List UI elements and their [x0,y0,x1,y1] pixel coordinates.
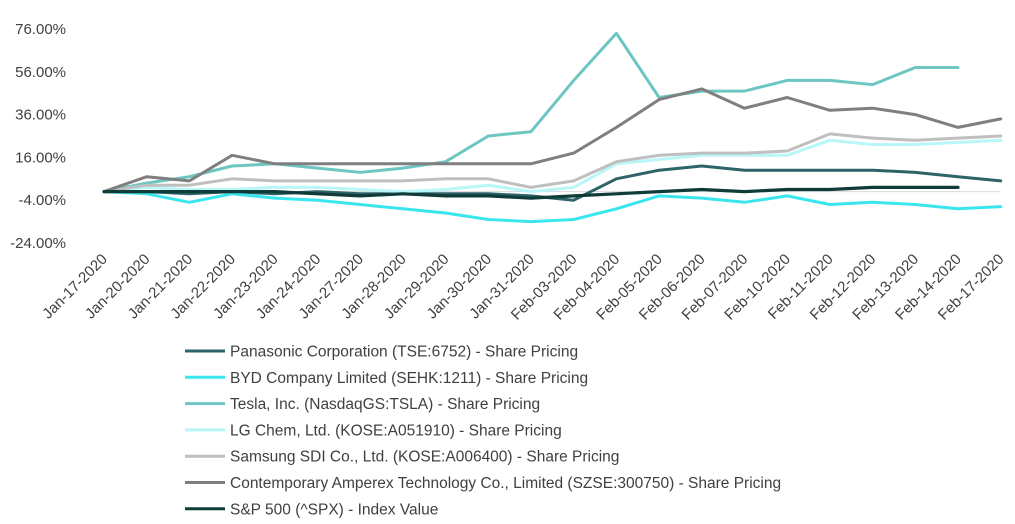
legend: Panasonic Corporation (TSE:6752) - Share… [185,344,781,518]
legend-label: Samsung SDI Co., Ltd. (KOSE:A006400) - S… [230,449,619,466]
series-line [102,138,1003,194]
legend-label: Panasonic Corporation (TSE:6752) - Share… [230,344,578,361]
series-line [102,190,1003,224]
y-tick-label: 36.00% [15,107,66,124]
legend-label: LG Chem, Ltd. (KOSE:A051910) - Share Pri… [230,422,562,439]
y-tick-label: 76.00% [15,21,66,38]
series-line [102,132,1003,194]
x-axis-ticks: Jan-17-2020Jan-20-2020Jan-21-2020Jan-22-… [39,251,1007,324]
series-lines [102,31,1003,224]
legend-label: Contemporary Amperex Technology Co., Lim… [230,475,781,492]
y-tick-label: -24.00% [10,235,66,252]
legend-label: S&P 500 (^SPX) - Index Value [230,501,438,518]
series-line [102,185,960,200]
series-line [102,31,960,194]
y-tick-label: 16.00% [15,149,66,166]
legend-label: Tesla, Inc. (NasdaqGS:TSLA) - Share Pric… [230,396,540,413]
y-tick-label: -4.00% [18,192,66,209]
series-line [102,87,1003,194]
y-axis-ticks: 76.00% 56.00% 36.00% 16.00% -4.00% -24.00% [10,21,66,252]
legend-label: BYD Company Limited (SEHK:1211) - Share … [230,370,588,387]
y-tick-label: 56.00% [15,64,66,81]
